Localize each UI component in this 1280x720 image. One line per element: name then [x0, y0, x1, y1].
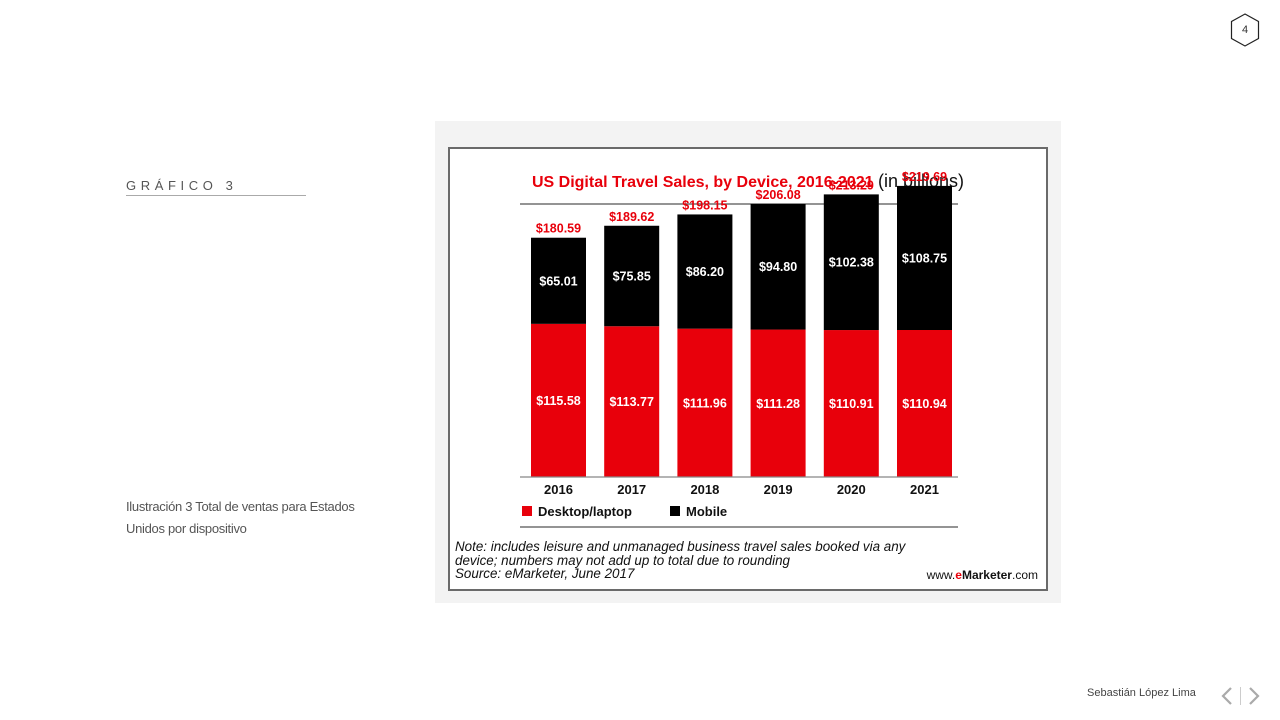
- note-line: Note: includes leisure and unmanaged bus…: [455, 539, 906, 554]
- chevron-right-icon: [1249, 687, 1260, 705]
- nav-divider: [1240, 687, 1241, 705]
- x-tick-label: 2019: [764, 482, 793, 497]
- x-tick-label: 2021: [910, 482, 939, 497]
- data-label: $111.96: [683, 396, 727, 410]
- legend: Desktop/laptop Mobile: [522, 504, 727, 519]
- legend-swatch: [522, 506, 532, 516]
- data-label: $65.01: [539, 274, 577, 288]
- legend-label: Desktop/laptop: [538, 504, 632, 519]
- x-tick-label: 2016: [544, 482, 573, 497]
- x-tick-label: 2020: [837, 482, 866, 497]
- total-label: $189.62: [609, 210, 654, 224]
- brand-strong: Marketer: [961, 568, 1012, 582]
- data-label: $102.38: [829, 256, 874, 270]
- bar-desktop-laptop-2020: [823, 330, 879, 477]
- page-number: 4: [1241, 24, 1249, 36]
- bar-mobile-2016: [531, 237, 586, 324]
- page-number-badge: 4: [1230, 13, 1260, 47]
- author-name: Sebastián López Lima: [1087, 687, 1196, 699]
- total-label: $206.08: [756, 188, 801, 202]
- previous-slide-button[interactable]: [1218, 686, 1236, 706]
- source-line: Source: eMarketer, June 2017: [455, 566, 635, 582]
- bar-desktop-laptop-2017: [604, 326, 660, 477]
- legend-swatch: [670, 506, 680, 516]
- legend-label: Mobile: [686, 504, 727, 519]
- data-label: $75.85: [613, 270, 651, 284]
- bars-group: $115.58 $65.01 $180.59 $113.77 $75.85 $189.62…: [531, 170, 952, 477]
- hexagon-icon: [1230, 13, 1260, 47]
- chevron-left-icon: [1221, 687, 1232, 705]
- total-label: $198.15: [682, 198, 727, 212]
- brand-e: e: [955, 568, 962, 582]
- data-label: $113.77: [609, 395, 654, 409]
- chart-image: US Digital Travel Sales, by Device, 2016…: [448, 147, 1048, 591]
- data-label: $86.20: [686, 265, 724, 279]
- emarketer-logo: www.eMarketer.com: [927, 568, 1038, 582]
- data-label: $108.75: [902, 251, 947, 265]
- bar-desktop-laptop-2018: [677, 328, 733, 477]
- x-ticks: 2016 2017 2018 2019 2020 2021: [544, 482, 939, 497]
- x-tick-label: 2018: [690, 482, 719, 497]
- data-label: $111.28: [756, 397, 800, 411]
- bar-desktop-laptop-2021: [897, 330, 952, 477]
- total-label: $213.29: [829, 178, 874, 192]
- next-slide-button[interactable]: [1245, 686, 1263, 706]
- bar-desktop-laptop-2019: [750, 329, 806, 477]
- figure-caption: Ilustración 3 Total de ventas para Estad…: [126, 499, 355, 536]
- section-label: GRÁFICO 3: [126, 178, 306, 196]
- total-label: $219.69: [902, 170, 947, 184]
- data-label: $110.91: [829, 397, 874, 411]
- data-label: $110.94: [902, 397, 947, 411]
- chart-title: US Digital Travel Sales, by Device, 2016…: [531, 174, 874, 191]
- bar-mobile-2021: [897, 185, 952, 331]
- bar-desktop-laptop-2016: [531, 323, 586, 477]
- data-label: $94.80: [759, 260, 797, 274]
- brand-prefix: www.: [926, 568, 956, 582]
- bar-mobile-2019: [750, 203, 806, 330]
- bar-mobile-2017: [604, 225, 660, 327]
- chart-svg: $115.58 $65.01 $180.59 $113.77 $75.85 $189.62…: [520, 170, 958, 528]
- bar-mobile-2020: [823, 194, 879, 331]
- data-label: $115.58: [536, 394, 581, 408]
- x-tick-label: 2017: [617, 482, 646, 497]
- brand-suffix: .com: [1011, 568, 1038, 582]
- chart-note: Note: includes leisure and unmanaged bus…: [455, 540, 925, 581]
- bar-mobile-2018: [677, 214, 733, 329]
- note-line: device; numbers may not add up to total …: [455, 552, 790, 568]
- total-label: $180.59: [536, 222, 581, 236]
